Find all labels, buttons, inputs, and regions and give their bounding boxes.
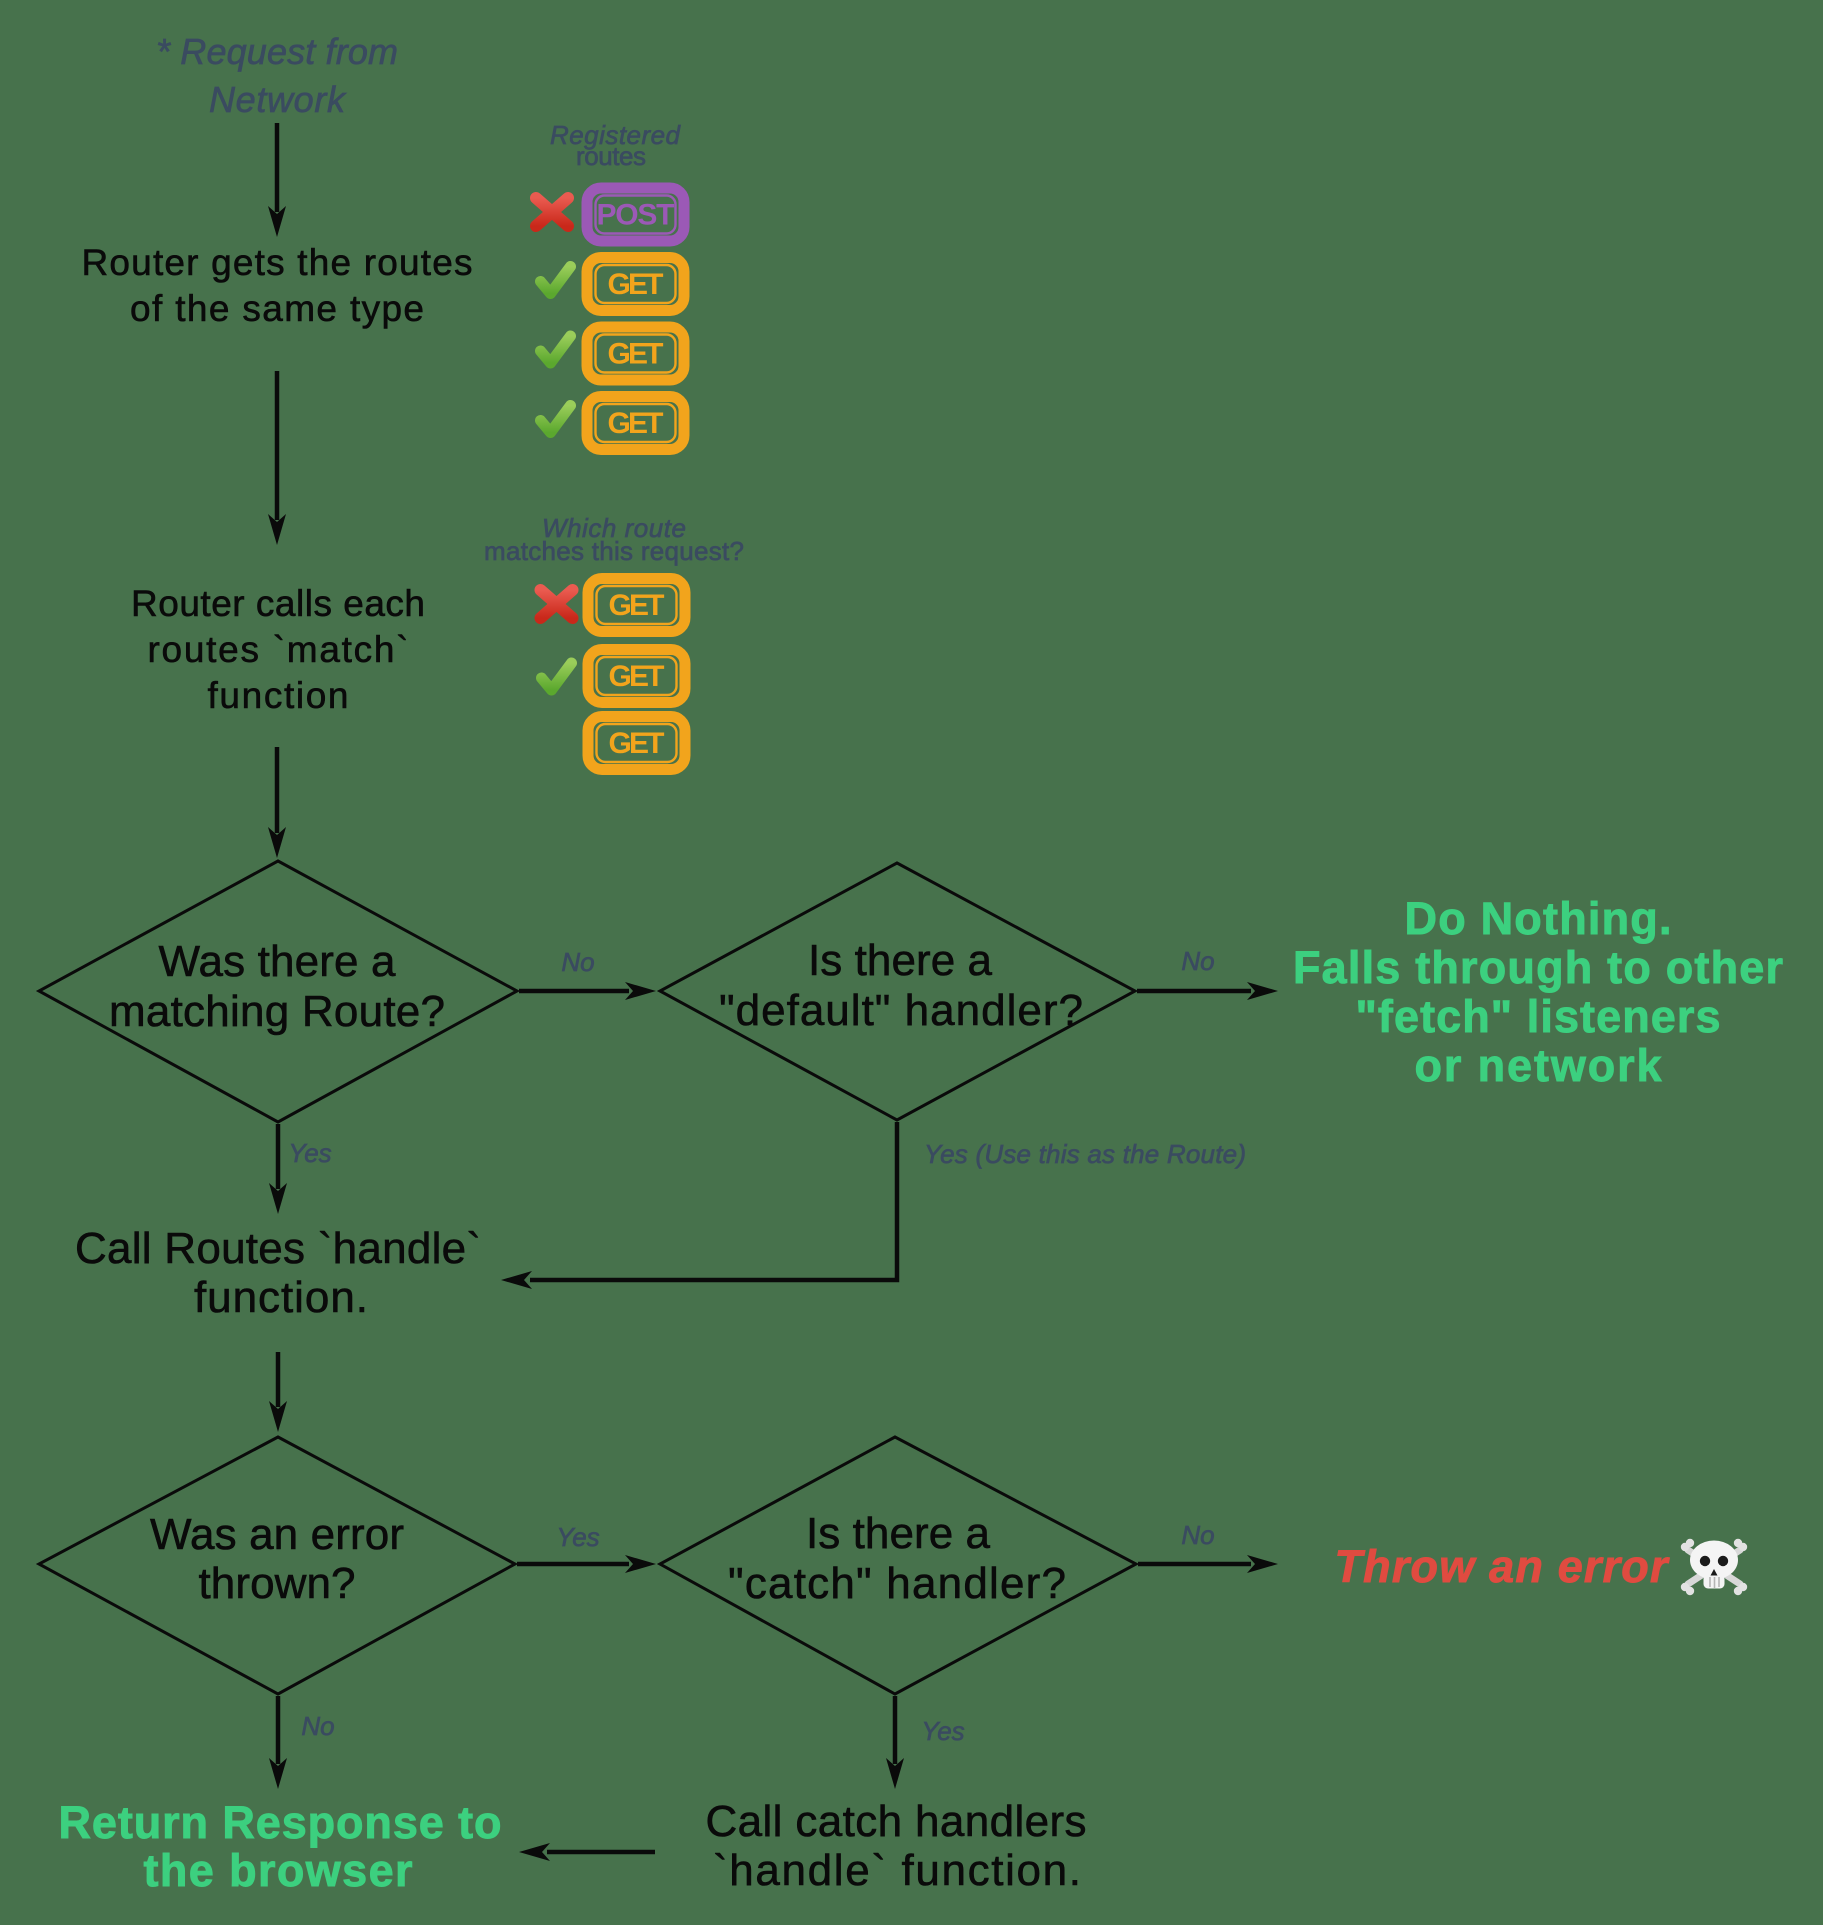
svg-text:Yes (Use this as the Route): Yes (Use this as the Route) — [924, 1139, 1246, 1169]
svg-text:Call Routes `handle`: Call Routes `handle` — [75, 1224, 481, 1273]
svg-text:Network: Network — [209, 79, 347, 120]
svg-text:Was there a: Was there a — [159, 937, 397, 986]
svg-text:of the same type: of the same type — [130, 288, 424, 329]
svg-text:Throw an error: Throw an error — [1335, 1541, 1670, 1592]
svg-text:No: No — [1181, 1520, 1214, 1550]
svg-text:Call catch handlers: Call catch handlers — [706, 1797, 1087, 1846]
svg-text:Return Response to: Return Response to — [59, 1797, 502, 1848]
svg-text:Was an error: Was an error — [150, 1510, 404, 1559]
svg-text:Registered: Registered — [550, 120, 682, 150]
svg-text:matching Route?: matching Route? — [109, 987, 445, 1036]
svg-text:Which route: Which route — [542, 513, 686, 543]
svg-text:* Request from: * Request from — [156, 31, 398, 72]
svg-text:routes: routes — [576, 141, 646, 171]
svg-text:matches this request?: matches this request? — [484, 536, 744, 566]
svg-text:Falls through to other: Falls through to other — [1293, 942, 1783, 993]
svg-text:Router gets the routes: Router gets the routes — [82, 242, 473, 283]
svg-text:thrown?: thrown? — [199, 1559, 356, 1608]
svg-text:Yes: Yes — [288, 1138, 331, 1168]
svg-text:"default" handler?: "default" handler? — [719, 986, 1083, 1035]
svg-text:No: No — [1181, 946, 1214, 976]
svg-text:`handle` function.: `handle` function. — [713, 1846, 1081, 1895]
svg-text:Is there a: Is there a — [808, 936, 993, 985]
svg-text:Router calls each: Router calls each — [131, 583, 425, 624]
svg-text:or network: or network — [1415, 1040, 1663, 1091]
svg-text:No: No — [561, 947, 594, 977]
svg-text:function.: function. — [194, 1273, 368, 1322]
svg-text:routes `match`: routes `match` — [148, 629, 409, 670]
svg-text:"fetch" listeners: "fetch" listeners — [1356, 991, 1721, 1042]
svg-text:POST: POST — [597, 199, 675, 232]
svg-text:the browser: the browser — [144, 1845, 413, 1896]
svg-text:Yes: Yes — [921, 1716, 964, 1746]
svg-text:Is there a: Is there a — [806, 1509, 991, 1558]
svg-text:Do Nothing.: Do Nothing. — [1405, 893, 1672, 944]
svg-text:"catch" handler?: "catch" handler? — [728, 1559, 1066, 1608]
svg-text:No: No — [301, 1711, 334, 1741]
svg-text:function: function — [208, 675, 349, 716]
svg-text:Yes: Yes — [556, 1522, 599, 1552]
